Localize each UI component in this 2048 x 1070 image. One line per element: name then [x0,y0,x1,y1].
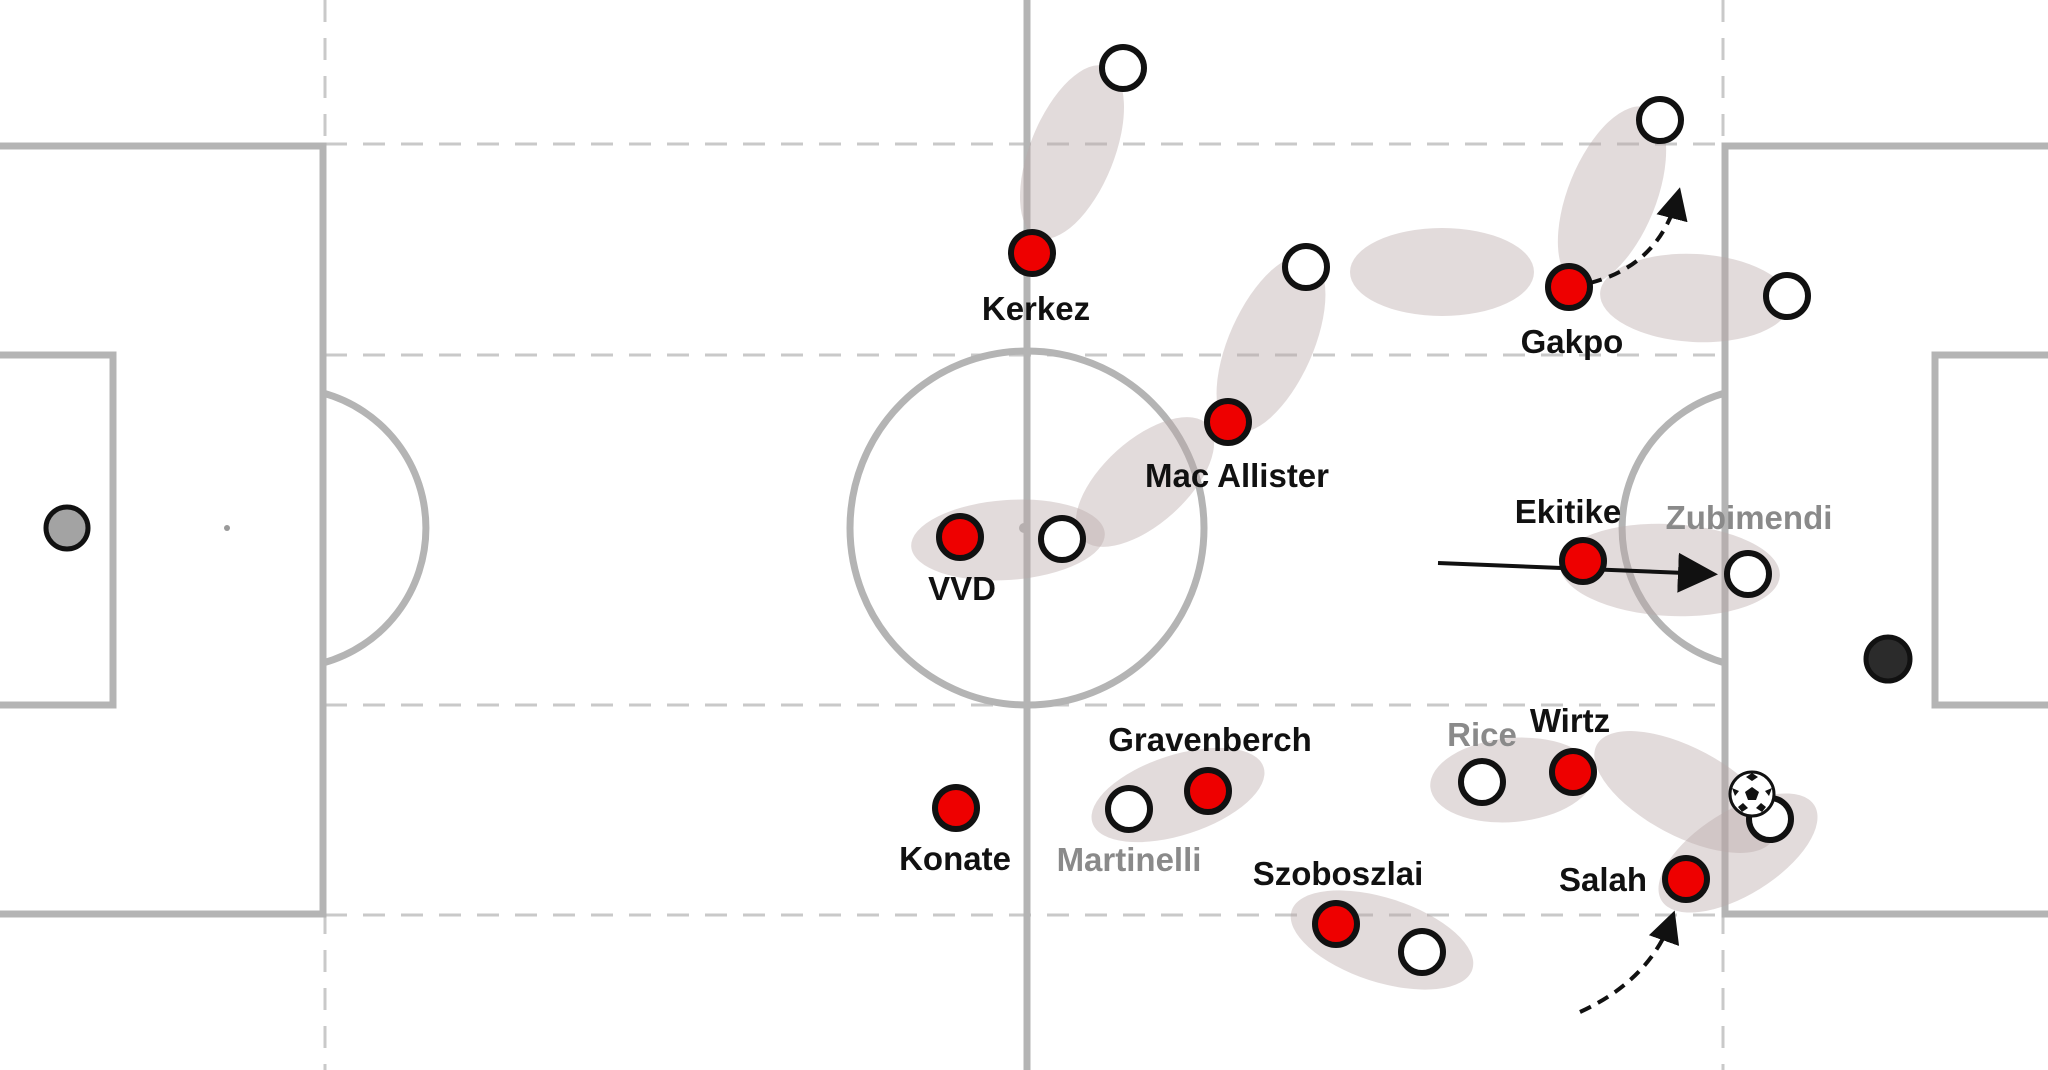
label-vvd: VVD [928,570,996,607]
label-salah: Salah [1559,861,1647,898]
player-marker-kerkez [1011,232,1053,274]
pairing-zone-gakpo-top [1350,228,1534,316]
player-marker-wirtz [1552,751,1594,793]
label-zubimendi: Zubimendi [1666,499,1833,536]
label-mac-allister: Mac Allister [1145,457,1329,494]
right-goalkeeper-marker [1866,637,1910,681]
opponent-marker [1401,931,1443,973]
label-wirtz: Wirtz [1530,702,1610,739]
label-martinelli: Martinelli [1057,841,1202,878]
opponent-marker [1766,275,1808,317]
opponent-marker-martinelli [1108,788,1150,830]
opponent-marker-zubimendi [1727,553,1769,595]
left-penalty-arc [323,393,426,663]
player-marker-konate [935,787,977,829]
label-szoboszlai: Szoboszlai [1253,855,1424,892]
player-marker-salah [1665,858,1707,900]
opponent-marker [1041,518,1083,560]
left-penalty-spot [224,525,230,531]
opponent-marker [1285,246,1327,288]
label-konate: Konate [899,840,1011,877]
player-marker-mac-allister [1207,401,1249,443]
label-gravenberch: Gravenberch [1108,721,1312,758]
label-gakpo: Gakpo [1521,323,1624,360]
player-marker-vvd [939,516,981,558]
salah-dashed-arrow [1580,918,1672,1012]
pairing-zone-gakpo-right [1598,249,1792,347]
right-goal-area [1935,355,2048,705]
opponent-marker [1102,47,1144,89]
label-kerkez: Kerkez [982,290,1090,327]
player-marker-gravenberch [1187,770,1229,812]
player-marker-ekitike [1562,540,1604,582]
player-marker-gakpo [1548,266,1590,308]
opponent-marker-rice [1461,761,1503,803]
label-rice: Rice [1447,716,1517,753]
player-marker-szoboszlai [1315,903,1357,945]
left-goalkeeper-marker [46,507,88,549]
label-ekitike: Ekitike [1515,493,1621,530]
opponent-marker [1639,99,1681,141]
football-icon [1730,772,1774,816]
